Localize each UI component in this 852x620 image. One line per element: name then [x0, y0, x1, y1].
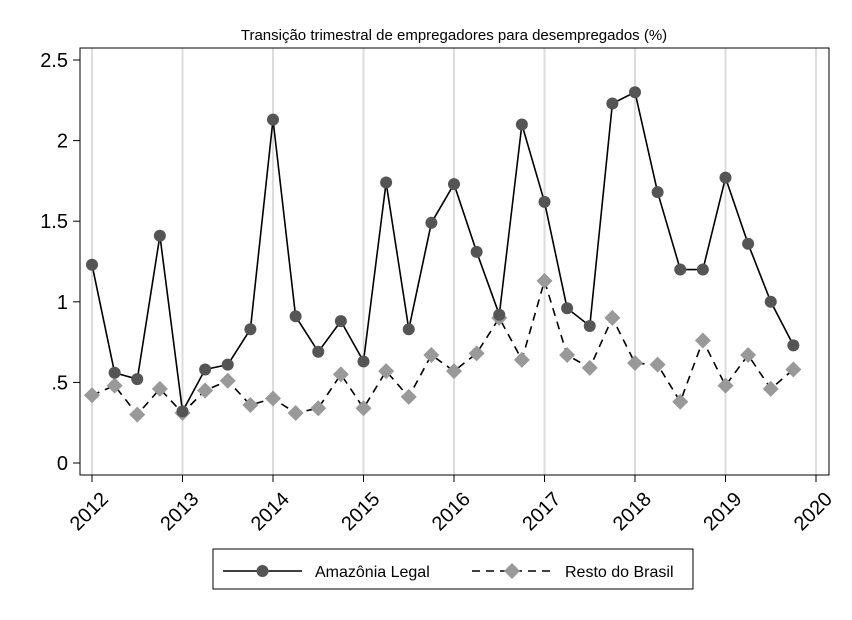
legend-marker-resto-do-brasil	[504, 563, 520, 579]
x-tick-label-2015: 2015	[337, 488, 384, 535]
data-point-resto-do-brasil-14	[400, 388, 417, 405]
data-point-resto-do-brasil-12	[355, 400, 372, 417]
data-point-resto-do-brasil-27	[694, 332, 711, 349]
y-tick-label-.5: .5	[51, 372, 68, 394]
data-point-amazonia-legal-21	[561, 302, 574, 315]
x-tick-label-2018: 2018	[609, 488, 656, 535]
data-point-resto-do-brasil-23	[604, 309, 621, 326]
data-point-amazonia-legal-8	[267, 113, 279, 126]
data-point-amazonia-legal-2	[131, 373, 144, 386]
legend-item-resto-do-brasil: Resto do Brasil	[472, 563, 674, 581]
data-point-amazonia-legal-3	[153, 229, 166, 242]
data-point-resto-do-brasil-29	[740, 346, 757, 363]
data-point-amazonia-legal-18	[493, 308, 506, 321]
data-point-resto-do-brasil-0	[84, 387, 100, 404]
y-tick-label-1.5: 1.5	[40, 211, 68, 233]
data-point-amazonia-legal-22	[583, 319, 596, 332]
legend: Amazônia Legal Resto do Brasil	[212, 548, 694, 590]
x-tick-label-2019: 2019	[699, 488, 746, 535]
data-point-resto-do-brasil-3	[151, 380, 168, 397]
x-tick-label-2020: 2020	[790, 488, 837, 535]
x-tick-label-2017: 2017	[518, 488, 565, 535]
data-point-resto-do-brasil-22	[581, 359, 598, 376]
x-tick-label-2012: 2012	[66, 488, 113, 535]
data-point-amazonia-legal-5	[199, 363, 212, 376]
data-point-amazonia-legal-30	[764, 295, 777, 308]
x-tick-label-2013: 2013	[156, 488, 203, 535]
series-line-amazonia-legal	[91, 91, 795, 414]
data-point-amazonia-legal-10	[312, 345, 325, 358]
data-point-resto-do-brasil-11	[332, 366, 349, 383]
data-point-amazonia-legal-7	[244, 323, 257, 336]
y-tick-label-2: 2	[57, 131, 68, 153]
data-point-amazonia-legal-6	[221, 358, 234, 371]
data-point-amazonia-legal-29	[742, 237, 755, 250]
data-point-resto-do-brasil-30	[762, 380, 779, 397]
data-point-amazonia-legal-25	[651, 186, 664, 199]
data-point-resto-do-brasil-25	[649, 356, 666, 373]
data-point-amazonia-legal-23	[606, 97, 619, 110]
data-point-amazonia-legal-20	[538, 195, 551, 208]
data-point-amazonia-legal-14	[402, 323, 415, 336]
data-point-resto-do-brasil-1	[106, 377, 123, 394]
data-point-amazonia-legal-17	[470, 245, 483, 258]
series-line-resto-do-brasil	[91, 277, 794, 416]
data-point-resto-do-brasil-17	[468, 345, 485, 362]
data-point-resto-do-brasil-8	[265, 390, 281, 407]
legend-item-amazonia-legal: Amazônia Legal	[223, 564, 430, 581]
data-point-resto-do-brasil-24	[627, 355, 643, 372]
data-point-amazonia-legal-24	[629, 86, 641, 99]
data-point-resto-do-brasil-9	[287, 405, 304, 422]
data-point-resto-do-brasil-6	[219, 372, 236, 389]
data-point-resto-do-brasil-5	[197, 382, 214, 399]
data-point-amazonia-legal-15	[425, 216, 438, 229]
chart-title: Transição trimestral de empregadores par…	[241, 27, 667, 44]
data-point-amazonia-legal-11	[334, 315, 347, 328]
y-tick-label-2.5: 2.5	[40, 50, 68, 72]
series-amazonia-legal	[86, 86, 800, 418]
data-point-amazonia-legal-1	[108, 366, 121, 379]
data-point-amazonia-legal-0	[86, 258, 98, 271]
data-point-resto-do-brasil-13	[378, 363, 395, 380]
data-point-resto-do-brasil-16	[446, 363, 462, 380]
data-point-amazonia-legal-16	[448, 178, 460, 191]
data-point-amazonia-legal-12	[357, 355, 370, 368]
grid-lines	[91, 48, 817, 475]
series-resto-do-brasil	[84, 272, 802, 423]
data-point-resto-do-brasil-26	[672, 393, 689, 410]
data-point-resto-do-brasil-19	[513, 351, 530, 368]
data-point-amazonia-legal-4	[176, 405, 189, 418]
data-point-amazonia-legal-19	[515, 118, 528, 131]
y-tick-label-1: 1	[57, 292, 68, 314]
data-point-resto-do-brasil-28	[717, 377, 734, 394]
data-point-resto-do-brasil-15	[423, 346, 440, 363]
data-point-resto-do-brasil-20	[536, 272, 553, 289]
series-layer	[84, 86, 802, 423]
data-point-resto-do-brasil-10	[310, 400, 327, 417]
data-point-amazonia-legal-9	[289, 310, 302, 323]
data-point-amazonia-legal-31	[787, 339, 800, 352]
data-point-resto-do-brasil-31	[785, 361, 802, 378]
data-point-amazonia-legal-13	[380, 176, 393, 189]
data-point-resto-do-brasil-21	[559, 346, 576, 363]
legend-label-amazonia-legal: Amazônia Legal	[315, 564, 430, 581]
data-point-resto-do-brasil-7	[242, 396, 259, 413]
legend-label-resto-do-brasil: Resto do Brasil	[565, 564, 674, 581]
y-tick-label-0: 0	[57, 453, 68, 475]
data-point-resto-do-brasil-2	[129, 406, 146, 423]
data-point-amazonia-legal-26	[674, 263, 687, 276]
axes: 2012 2013 2014 2015 2016 2017 2018 2019 2020 0 .5 1…	[40, 50, 837, 535]
legend-marker-amazonia-legal	[256, 565, 269, 577]
data-point-amazonia-legal-27	[696, 263, 709, 276]
data-point-amazonia-legal-28	[719, 171, 732, 184]
legend-box	[212, 548, 694, 590]
x-tick-label-2014: 2014	[247, 488, 294, 535]
x-tick-label-2016: 2016	[428, 488, 475, 535]
